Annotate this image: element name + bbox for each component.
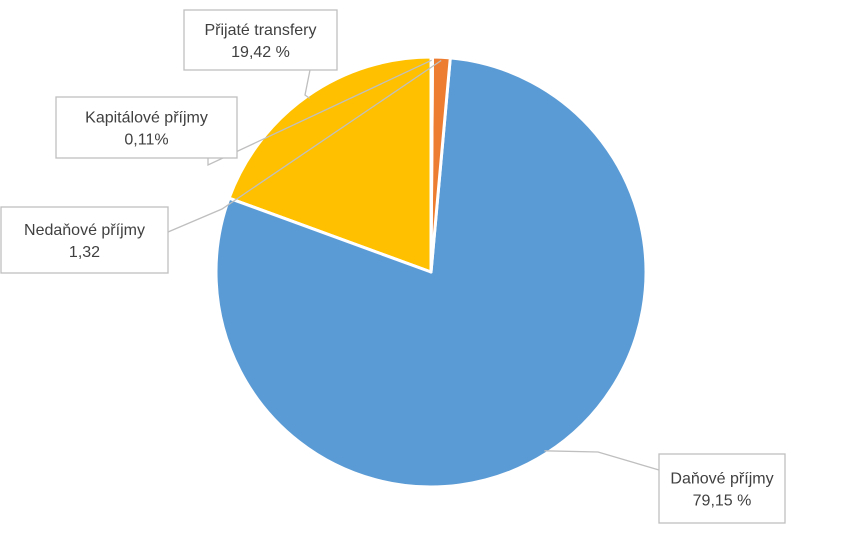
data-label-category: Daňové příjmy xyxy=(670,471,773,488)
leader-lines-layer xyxy=(167,59,660,471)
leader-line-danove-prijmy xyxy=(544,450,660,471)
data-label-prijate-transfery: Přijaté transfery 19,42 % xyxy=(183,9,338,71)
data-label-nedanove-prijmy: Nedaňové příjmy 1,32 xyxy=(0,206,169,274)
pie-slice-prijate-transfery xyxy=(227,55,433,274)
data-label-box xyxy=(658,453,786,524)
data-label-danove-prijmy: Daňové příjmy 79,15 % xyxy=(658,453,786,524)
data-label-box xyxy=(183,9,338,71)
data-labels-layer: Přijaté transfery 19,42 % Daňové příjmy 79,… xyxy=(0,9,786,524)
leader-line-prijate-transfery xyxy=(304,69,311,99)
data-label-value: 1,32 xyxy=(69,244,100,261)
data-label-category: Přijaté transfery xyxy=(204,22,316,39)
data-label-category: Kapitálové příjmy xyxy=(85,110,208,127)
data-label-value: 0,11% xyxy=(124,132,168,149)
pie-slice-kapitalove-prijmy xyxy=(429,55,434,274)
data-label-value: 19,42 % xyxy=(231,44,290,61)
data-label-box xyxy=(0,206,169,274)
data-label-kapitalove-prijmy: Kapitálové příjmy 0,11% xyxy=(55,96,238,159)
data-label-value: 79,15 % xyxy=(693,493,752,510)
leader-line-nedanove-prijmy xyxy=(167,59,442,233)
data-label-category: Nedaňové příjmy xyxy=(24,222,145,239)
leader-line-kapitalove-prijmy xyxy=(207,59,432,167)
slices-layer xyxy=(214,55,648,489)
data-label-box xyxy=(55,96,238,159)
